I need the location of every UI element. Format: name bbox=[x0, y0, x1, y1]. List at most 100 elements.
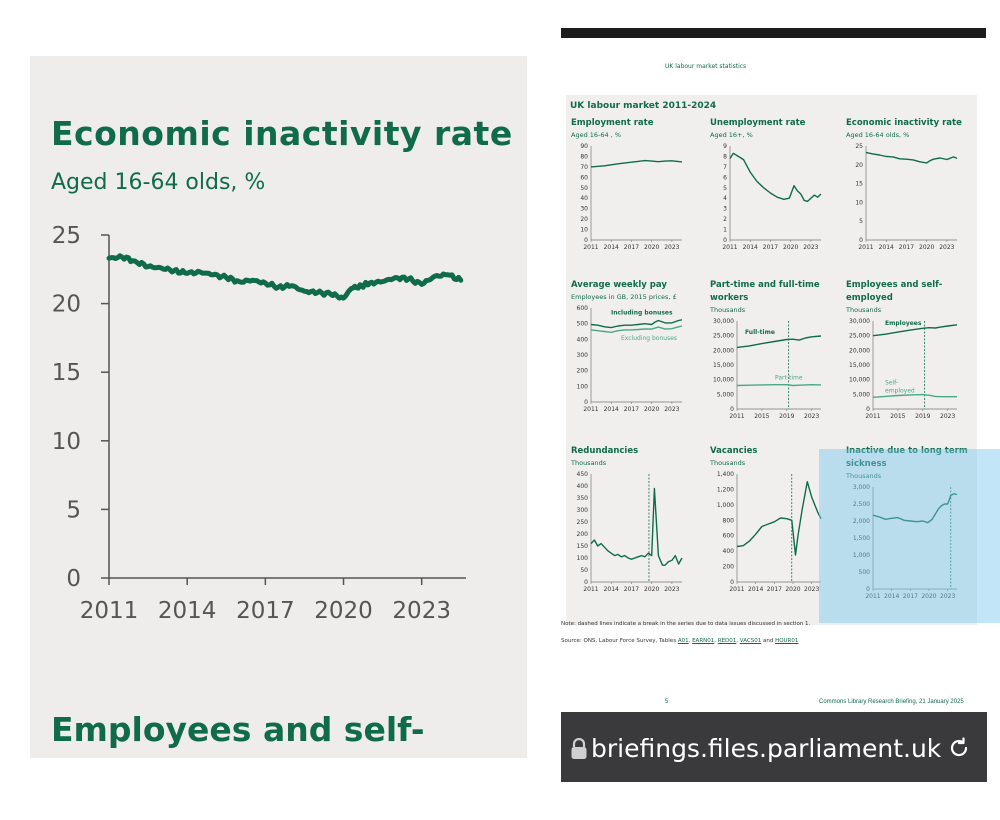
source-link[interactable]: HOUR01 bbox=[775, 638, 799, 644]
mini-y-tick-label: 350 bbox=[577, 495, 589, 502]
mini-y-tick-label: 600 bbox=[723, 533, 735, 540]
mini-y-tick-label: 0 bbox=[584, 579, 588, 586]
source-link[interactable]: A01 bbox=[677, 638, 689, 644]
source-link[interactable]: RED01 bbox=[717, 638, 737, 644]
mini-x-tick-label: 2020 bbox=[921, 593, 936, 600]
mini-chart-subtitle: Thousands bbox=[710, 459, 746, 467]
mini-y-tick-label: 5,000 bbox=[853, 391, 870, 398]
mini-y-tick-label: 200 bbox=[577, 531, 589, 538]
mini-chart-plot: 0 500 1,000 1,500 2,000 2,500 3,000 2011 2014 201… bbox=[853, 484, 958, 600]
mini-x-tick-label: 2020 bbox=[783, 244, 798, 251]
mini-x-tick-label: 2014 bbox=[884, 593, 899, 600]
mini-y-tick-label: 15,000 bbox=[713, 362, 734, 369]
mini-y-tick-label: 10,000 bbox=[849, 377, 870, 384]
chart-note: Note: dashed lines indicate a break in t… bbox=[561, 621, 811, 627]
mini-y-tick-label: 2,000 bbox=[853, 518, 870, 525]
mini-y-tick-label: 30,000 bbox=[849, 318, 870, 325]
mini-x-tick-label: 2020 bbox=[644, 406, 659, 413]
selection-highlight bbox=[819, 449, 1000, 623]
mini-y-tick-label: 0 bbox=[723, 237, 727, 244]
mini-y-tick-label: 25,000 bbox=[849, 333, 870, 340]
mini-x-tick-label: 2023 bbox=[664, 244, 679, 251]
mini-y-tick-label: 500 bbox=[577, 321, 589, 328]
url-text[interactable]: briefings.files.parliament.uk bbox=[591, 734, 942, 763]
mini-y-tick-label: 25 bbox=[855, 143, 863, 150]
mini-chart-subtitle: Thousands bbox=[710, 306, 746, 314]
chart-grid-panel: UK labour market 2011-2024 Employment ra… bbox=[566, 95, 977, 625]
mini-y-tick-label: 50 bbox=[580, 185, 588, 192]
series-annotation: Part-time bbox=[775, 375, 803, 382]
x-tick-label: 2014 bbox=[158, 598, 217, 624]
series-annotation: Self-employed bbox=[885, 380, 915, 395]
mini-y-tick-label: 70 bbox=[580, 164, 588, 171]
mini-y-tick-label: 200 bbox=[723, 564, 735, 571]
mini-series-line bbox=[590, 325, 683, 333]
mini-x-tick-label: 2014 bbox=[879, 244, 894, 251]
mini-x-tick-label: 2015 bbox=[754, 413, 769, 420]
mini-chart-plot: 0 100 200 300 400 500 600 2011 2014 2017 2020 2023 I… bbox=[577, 305, 683, 413]
mini-x-tick-label: 2020 bbox=[919, 244, 934, 251]
mini-x-tick-label: 2020 bbox=[644, 586, 659, 593]
browser-address-bar[interactable]: briefings.files.parliament.uk bbox=[561, 712, 987, 782]
briefing-document-page[interactable]: UK labour market statistics UK labour ma… bbox=[561, 28, 986, 718]
series-annotation: Employees bbox=[885, 320, 922, 327]
mini-y-tick-label: 4 bbox=[723, 195, 727, 202]
mini-x-tick-label: 2011 bbox=[858, 244, 873, 251]
mini-x-tick-label: 2014 bbox=[743, 244, 758, 251]
y-tick-label: 15 bbox=[52, 360, 81, 386]
x-tick-label: 2023 bbox=[392, 598, 451, 624]
mini-x-tick-label: 2023 bbox=[939, 244, 954, 251]
mini-series-line bbox=[736, 383, 822, 387]
mini-y-tick-label: 1,000 bbox=[853, 552, 870, 559]
mini-x-tick-label: 2017 bbox=[624, 244, 639, 251]
mini-x-tick-label: 2011 bbox=[865, 593, 880, 600]
mini-x-tick-label: 2023 bbox=[803, 244, 818, 251]
mini-y-tick-label: 25,000 bbox=[713, 333, 734, 340]
chart-source: Source: ONS, Labour Force Survey, Tables… bbox=[561, 638, 799, 644]
mini-x-tick-label: 2017 bbox=[767, 586, 782, 593]
x-tick-label: 2017 bbox=[236, 598, 295, 624]
mini-y-tick-label: 500 bbox=[859, 569, 871, 576]
mini-y-tick-label: 2,500 bbox=[853, 501, 870, 508]
reload-icon[interactable] bbox=[947, 736, 971, 760]
series-annotation: Including bonuses bbox=[611, 309, 673, 316]
mini-y-tick-label: 100 bbox=[577, 555, 589, 562]
mini-chart-title: Employment rate bbox=[571, 118, 654, 128]
inactivity-rate-chart: 0 5 10 15 20 25 2011 2014 2017 2020 2023 bbox=[52, 223, 466, 624]
mini-y-tick-label: 15 bbox=[855, 181, 863, 188]
mini-y-tick-label: 10 bbox=[580, 227, 588, 234]
series-annotation: Excluding bonuses bbox=[621, 335, 677, 342]
mini-chart-plot: 0 10 20 30 40 50 60 70 80 90 2011 2014 2017 2020 2023 bbox=[580, 143, 683, 251]
mini-y-tick-label: 90 bbox=[580, 143, 588, 150]
mini-chart-title: Unemployment rate bbox=[710, 118, 806, 128]
mini-y-tick-label: 0 bbox=[859, 237, 863, 244]
mini-chart-plot: 0 1 2 3 4 5 6 7 8 9 2011 2014 2017 2020 2023 bbox=[722, 143, 822, 251]
mini-y-tick-label: 0 bbox=[730, 579, 734, 586]
source-link[interactable]: EARN01 bbox=[692, 638, 715, 644]
x-tick-label: 2011 bbox=[80, 598, 139, 624]
mini-series-line bbox=[729, 152, 822, 203]
mini-series-line bbox=[590, 487, 683, 566]
mini-y-tick-label: 300 bbox=[577, 507, 589, 514]
mini-y-tick-label: 20 bbox=[855, 162, 863, 169]
mini-chart-title: Inactive due to long term sickness bbox=[846, 446, 968, 469]
mini-y-tick-label: 200 bbox=[577, 368, 589, 375]
mini-x-tick-label: 2023 bbox=[804, 413, 819, 420]
mini-chart-subtitle: Employees in GB, 2015 prices, £ bbox=[571, 293, 677, 301]
mini-y-tick-label: 1,200 bbox=[717, 486, 734, 493]
mini-y-tick-label: 60 bbox=[580, 174, 588, 181]
mini-x-tick-label: 2015 bbox=[890, 413, 905, 420]
mini-y-tick-label: 15,000 bbox=[849, 362, 870, 369]
mini-x-tick-label: 2020 bbox=[785, 586, 800, 593]
mini-y-tick-label: 400 bbox=[577, 483, 589, 490]
source-link[interactable]: VACS01 bbox=[739, 638, 762, 644]
mini-x-tick-label: 2014 bbox=[748, 586, 763, 593]
mini-series-line bbox=[590, 159, 683, 168]
y-tick-label: 10 bbox=[52, 429, 81, 455]
mini-chart-subtitle: Aged 16-64 , % bbox=[571, 131, 622, 139]
mini-y-tick-label: 5 bbox=[859, 218, 863, 225]
mini-y-tick-label: 800 bbox=[723, 517, 735, 524]
enlarged-chart-panel: Economic inactivity rate Aged 16-64 olds… bbox=[30, 56, 527, 758]
mini-y-tick-label: 10 bbox=[855, 199, 863, 206]
mini-y-tick-label: 30 bbox=[580, 206, 588, 213]
